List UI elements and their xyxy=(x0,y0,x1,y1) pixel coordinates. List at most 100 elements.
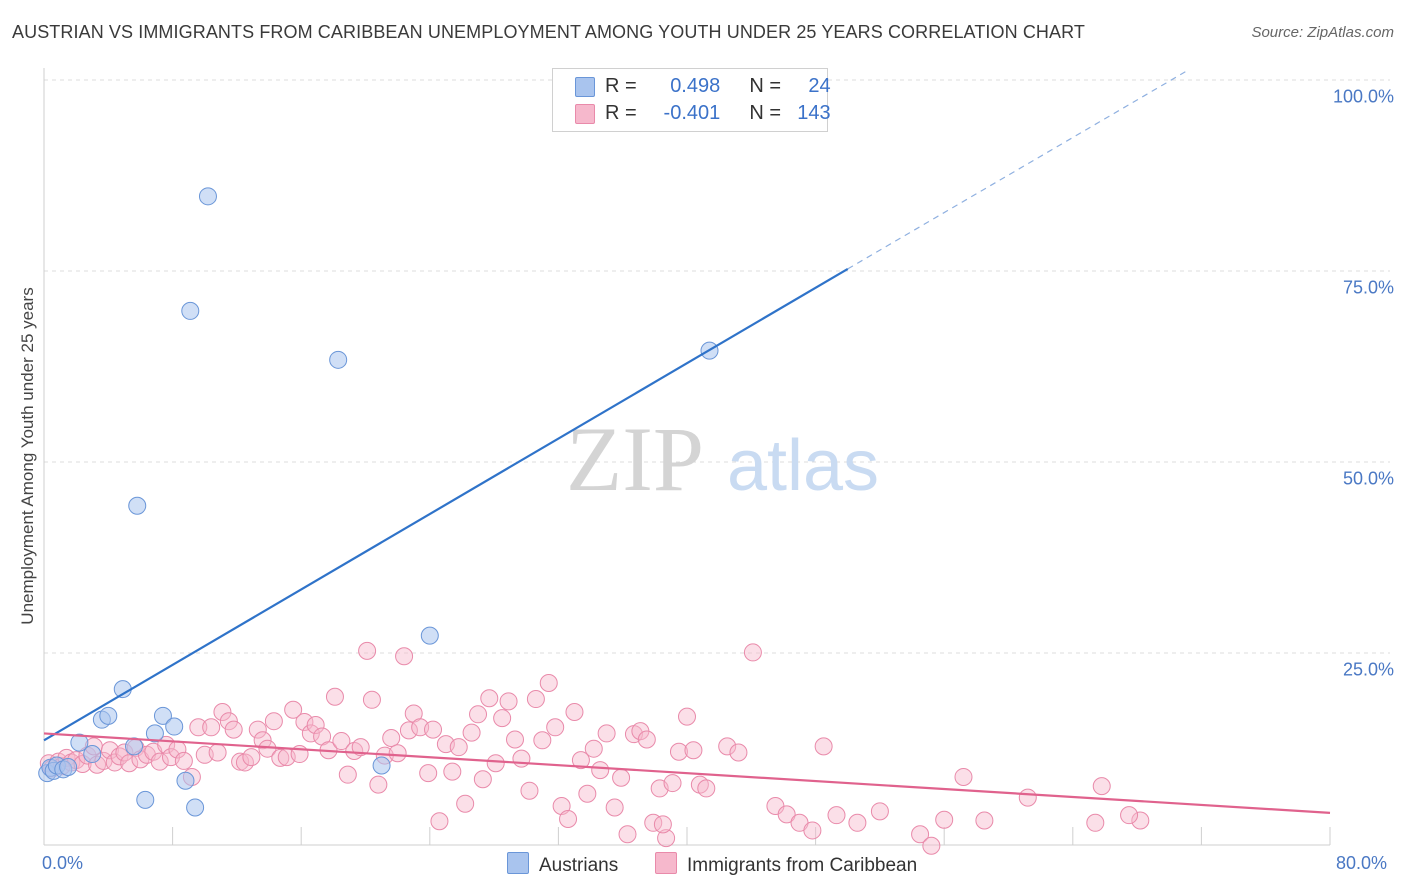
data-point-caribbean xyxy=(120,754,139,773)
legend-n-value: 24 xyxy=(808,75,831,97)
chart-title: AUSTRIAN VS IMMIGRANTS FROM CARIBBEAN UN… xyxy=(12,22,1085,42)
data-point-caribbean xyxy=(473,770,492,789)
data-point-austrians xyxy=(420,626,439,645)
data-point-caribbean xyxy=(922,836,941,855)
data-point-caribbean xyxy=(369,775,388,794)
data-point-caribbean xyxy=(777,805,796,824)
data-point-austrians xyxy=(186,798,205,817)
data-point-caribbean xyxy=(462,723,481,742)
data-point-caribbean xyxy=(284,700,303,719)
data-point-caribbean xyxy=(332,732,351,751)
data-point-caribbean xyxy=(208,743,227,762)
data-point-caribbean xyxy=(870,802,889,821)
data-point-caribbean xyxy=(644,813,663,832)
data-point-caribbean xyxy=(271,748,290,767)
data-point-caribbean xyxy=(174,751,193,770)
data-point-caribbean xyxy=(729,743,748,762)
bottom-legend-label-austrians: Austrians xyxy=(539,855,619,876)
data-point-caribbean xyxy=(1018,788,1037,807)
y-tick-label: 75.0% xyxy=(1342,277,1394,298)
legend-r-value: -0.401 xyxy=(663,102,721,124)
data-point-caribbean xyxy=(443,762,462,781)
chart-source: Source: ZipAtlas.com xyxy=(1251,24,1394,41)
legend-n-label: N = xyxy=(749,102,782,124)
data-point-caribbean xyxy=(430,812,449,831)
data-point-caribbean xyxy=(1120,806,1139,825)
data-point-caribbean xyxy=(306,716,325,735)
data-point-caribbean xyxy=(248,720,267,739)
axes xyxy=(43,68,1331,846)
y-tick-label: 25.0% xyxy=(1342,659,1394,680)
y-tick-label: 50.0% xyxy=(1342,468,1394,489)
data-point-caribbean xyxy=(578,784,597,803)
watermark: ZIP atlas xyxy=(566,408,879,510)
watermark-atlas: atlas xyxy=(727,426,879,506)
legend-r-label: R = xyxy=(605,75,637,97)
bottom-legend-label-caribbean: Immigrants from Caribbean xyxy=(687,855,918,876)
data-point-caribbean xyxy=(814,737,833,756)
data-point-caribbean xyxy=(150,752,169,771)
trend-line-caribbean xyxy=(43,732,1331,814)
data-point-caribbean xyxy=(499,692,518,711)
data-point-caribbean xyxy=(231,752,250,771)
data-point-caribbean xyxy=(351,738,370,757)
data-point-austrians xyxy=(70,733,89,752)
data-point-caribbean xyxy=(358,641,377,660)
data-point-caribbean xyxy=(975,811,994,830)
legend-r-label: R = xyxy=(605,102,637,124)
bottom-legend-austrians: Austrians xyxy=(507,852,618,877)
data-point-austrians xyxy=(125,737,144,756)
data-point-austrians xyxy=(99,706,118,725)
data-point-caribbean xyxy=(382,728,401,747)
data-point-caribbean xyxy=(456,794,475,813)
data-point-caribbean xyxy=(395,647,414,666)
data-point-caribbean xyxy=(618,825,637,844)
data-point-caribbean xyxy=(559,809,578,828)
trend-line-austrians xyxy=(43,267,849,742)
data-point-caribbean xyxy=(224,720,243,739)
data-point-caribbean xyxy=(684,741,703,760)
data-point-caribbean xyxy=(295,712,314,731)
data-point-caribbean xyxy=(100,741,119,760)
data-point-caribbean xyxy=(486,754,505,773)
legend-r-value: 0.498 xyxy=(670,75,721,97)
trend-lines xyxy=(43,71,1331,814)
data-point-caribbean xyxy=(605,798,624,817)
data-point-caribbean xyxy=(213,703,232,722)
data-point-caribbean xyxy=(718,737,737,756)
data-point-caribbean xyxy=(469,705,488,724)
data-point-austrians xyxy=(136,790,155,809)
watermark-zip: ZIP xyxy=(566,408,704,510)
data-point-caribbean xyxy=(637,730,656,749)
data-point-caribbean xyxy=(242,748,261,767)
data-point-caribbean xyxy=(653,815,672,834)
data-point-caribbean xyxy=(584,739,603,758)
data-point-caribbean xyxy=(520,781,539,800)
data-point-caribbean xyxy=(935,810,954,829)
data-point-caribbean xyxy=(954,767,973,786)
data-point-caribbean xyxy=(848,813,867,832)
legend-n-value: 143 xyxy=(797,102,831,124)
data-point-caribbean xyxy=(526,690,545,709)
data-point-caribbean xyxy=(803,821,822,840)
data-point-caribbean xyxy=(1086,813,1105,832)
data-point-caribbean xyxy=(697,779,716,798)
data-point-austrians xyxy=(176,771,195,790)
data-point-caribbean xyxy=(612,768,631,787)
data-point-caribbean xyxy=(338,765,357,784)
correlation-legend: R = 0.498 N = 24 R = -0.401 N = 143 xyxy=(552,68,831,132)
data-point-caribbean xyxy=(253,731,272,750)
bottom-legend-swatch-austrians xyxy=(507,852,529,874)
data-point-austrians xyxy=(145,724,164,743)
data-point-austrians xyxy=(59,758,78,777)
data-point-austrians xyxy=(165,717,184,736)
data-point-austrians xyxy=(372,756,391,775)
data-point-caribbean xyxy=(571,751,590,770)
data-point-caribbean xyxy=(480,689,499,708)
series-austrians-points xyxy=(38,187,719,817)
data-point-caribbean xyxy=(552,796,571,815)
data-point-caribbean xyxy=(669,742,688,761)
data-point-caribbean xyxy=(533,731,552,750)
data-point-austrians xyxy=(329,350,348,369)
